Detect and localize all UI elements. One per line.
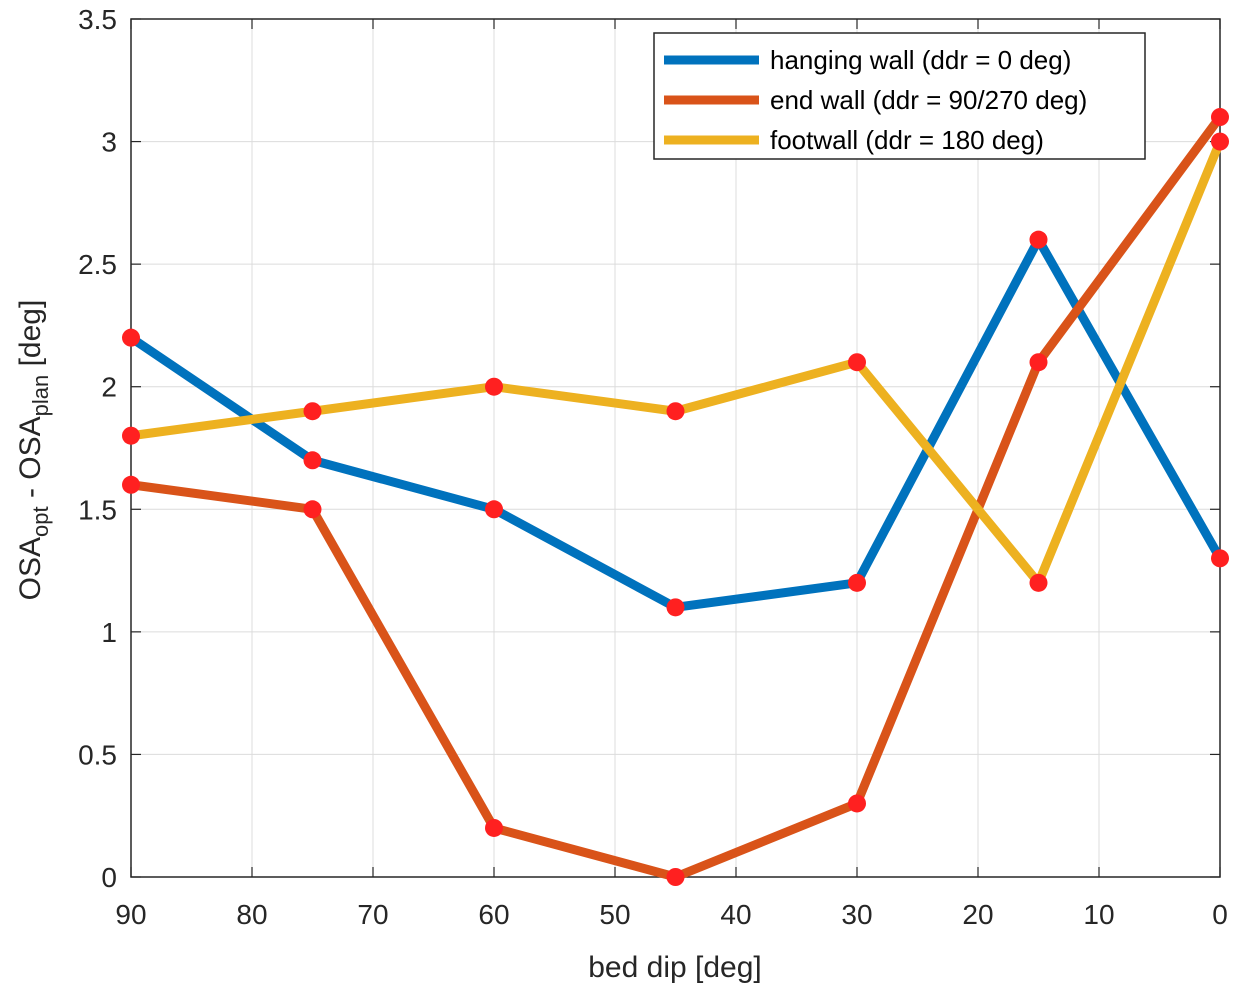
data-point-series-2 (848, 353, 866, 372)
x-tick-label: 60 (478, 899, 509, 930)
data-point-series-1 (1029, 353, 1048, 372)
legend-label: footwall (ddr = 180 deg) (770, 125, 1044, 155)
data-point-series-0 (1211, 549, 1229, 568)
y-axis-title-part: OSA (14, 537, 47, 600)
legend-label: end wall (ddr = 90/270 deg) (770, 85, 1087, 115)
y-tick-label: 3 (101, 127, 117, 158)
y-axis-title-subscript: opt (28, 506, 53, 537)
axes: 90 80 70 60 50 40 30 20 10 0 0 0.5 1 1.5 2 2.5 3 3.5 (78, 4, 1228, 930)
data-point-series-1 (848, 794, 866, 813)
x-tick-label: 80 (236, 899, 267, 930)
x-tick-label: 40 (720, 899, 751, 930)
x-axis-title: bed dip [deg] (588, 951, 761, 984)
x-tick-label: 20 (962, 899, 993, 930)
data-point-series-0 (485, 500, 503, 519)
data-point-series-2 (485, 377, 503, 396)
data-markers (122, 108, 1229, 886)
y-axis-title: OSAopt - OSAplan [deg] (14, 300, 53, 601)
y-tick-label: 1.5 (78, 494, 117, 525)
y-tick-label: 1 (101, 617, 117, 648)
x-tick-label: 30 (841, 899, 872, 930)
y-tick-label: 0.5 (78, 739, 117, 770)
y-tick-label: 0 (101, 862, 117, 893)
x-tick-label: 90 (115, 899, 146, 930)
data-point-series-2 (1029, 573, 1048, 592)
legend-label: hanging wall (ddr = 0 deg) (770, 45, 1071, 75)
data-point-series-2 (1211, 132, 1229, 151)
data-point-series-2 (303, 402, 322, 421)
x-tick-label: 10 (1083, 899, 1114, 930)
legend: hanging wall (ddr = 0 deg) end wall (ddr … (653, 32, 1146, 160)
data-point-series-1 (303, 500, 322, 519)
x-tick-label: 70 (357, 899, 388, 930)
data-point-series-1 (122, 475, 140, 494)
x-tick-label: 0 (1212, 899, 1228, 930)
y-axis-title-part: - OSA (14, 416, 47, 506)
data-point-series-1 (485, 818, 503, 837)
data-point-series-1 (1211, 108, 1229, 127)
data-point-series-2 (666, 402, 685, 421)
data-point-series-0 (848, 573, 866, 592)
data-point-series-0 (122, 328, 140, 347)
y-axis-title-part: [deg] (14, 300, 47, 375)
data-point-series-0 (1029, 230, 1048, 249)
y-tick-label: 2.5 (78, 249, 117, 280)
y-tick-label: 3.5 (78, 4, 117, 35)
data-point-series-2 (122, 426, 140, 445)
y-axis-title-subscript: plan (28, 375, 53, 417)
data-point-series-0 (666, 598, 685, 617)
x-tick-label: 50 (599, 899, 630, 930)
data-point-series-1 (666, 868, 685, 886)
plot-area (131, 19, 1220, 877)
y-tick-label: 2 (101, 372, 117, 403)
data-point-series-0 (303, 451, 322, 470)
